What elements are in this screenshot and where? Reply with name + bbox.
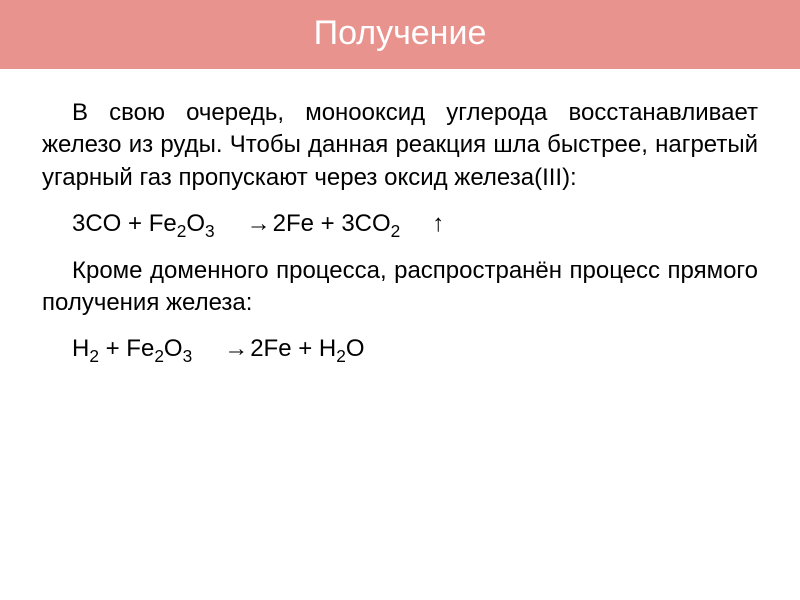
arrow-icon: → [215,208,273,240]
title-bar: Получение [0,0,800,69]
paragraph-1: В свою очередь, монооксид углерода восст… [42,97,758,194]
slide-body: В свою очередь, монооксид углерода восст… [0,69,800,366]
slide-container: Получение В свою очередь, монооксид угле… [0,0,800,600]
equation-2: H2 + Fe2O3 → 2Fe + H2O [42,333,758,365]
eq2-sub: 2 [336,346,346,366]
eq1-sub: 2 [391,221,401,241]
arrow-icon: → [192,333,250,365]
eq2-part: 2Fe + H [250,335,336,362]
eq2-part: O [346,335,365,362]
up-arrow-icon: ↑ [400,208,444,240]
slide-title: Получение [0,14,800,53]
eq1-part: 2Fe + 3CO [273,210,391,237]
paragraph-2: Кроме доменного процесса, распространён … [42,255,758,320]
eq2-part: O [164,335,183,362]
eq2-part: + Fe [99,335,154,362]
eq2-sub: 2 [89,346,99,366]
equation-1: 3CO + Fe2O3 → 2Fe + 3CO2 ↑ [42,208,758,240]
eq1-sub: 2 [177,221,187,241]
eq1-part: O [186,210,205,237]
eq2-sub: 2 [154,346,164,366]
eq1-part: 3CO + Fe [72,210,177,237]
eq1-sub: 3 [205,221,215,241]
eq2-part: H [72,335,89,362]
eq2-sub: 3 [183,346,193,366]
